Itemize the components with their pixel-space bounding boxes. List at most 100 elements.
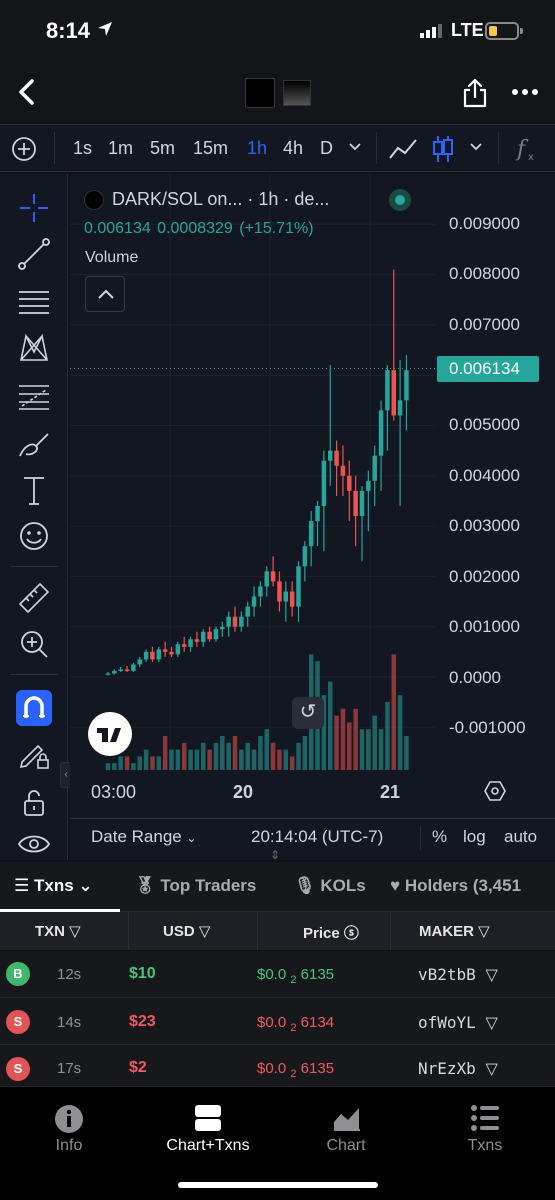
brush-tool-icon[interactable] bbox=[16, 426, 52, 462]
filter-icon[interactable]: ▽ bbox=[485, 1059, 498, 1078]
percent-scale-toggle[interactable]: % bbox=[432, 827, 448, 846]
txn-maker[interactable]: NrEzXb ▽ bbox=[418, 1059, 498, 1078]
share-icon[interactable] bbox=[462, 78, 488, 108]
candle-body bbox=[137, 659, 142, 665]
table-row[interactable] bbox=[0, 1045, 555, 1087]
volume-label[interactable]: Volume bbox=[85, 249, 139, 266]
volume-bar bbox=[366, 729, 371, 770]
log-scale-toggle[interactable]: log bbox=[463, 827, 486, 846]
txn-price: $0.0 2 6135 bbox=[257, 1060, 334, 1080]
maker-id[interactable]: ofWoYL bbox=[418, 1013, 476, 1032]
candle-body bbox=[131, 664, 136, 671]
y-tick: 0.007000 bbox=[449, 315, 520, 334]
volume-bar bbox=[112, 763, 117, 770]
filter-icon[interactable]: ▽ bbox=[198, 923, 211, 940]
emoji-tool-icon[interactable] bbox=[16, 518, 52, 554]
magnet-tool-icon[interactable] bbox=[16, 690, 52, 726]
filter-icon[interactable]: ▽ bbox=[485, 965, 498, 984]
lock-draw-tool-icon[interactable] bbox=[16, 736, 52, 772]
timeframe-1m[interactable]: 1m bbox=[108, 138, 134, 158]
maker-id[interactable]: NrEzXb bbox=[418, 1059, 476, 1078]
txn-maker[interactable]: vB2tbB ▽ bbox=[418, 965, 498, 984]
ruler-tool-icon[interactable] bbox=[16, 580, 52, 616]
filter-icon[interactable]: ▽ bbox=[69, 923, 81, 940]
timeframe-1s[interactable]: 1s bbox=[73, 138, 93, 158]
timeframe-1h[interactable]: 1h bbox=[247, 138, 268, 158]
token-avatar bbox=[84, 190, 104, 210]
zoom-in-tool-icon[interactable] bbox=[16, 626, 52, 662]
fib-tool-icon[interactable] bbox=[16, 284, 52, 320]
tab-holders[interactable]: ♥ Holders (3,451 bbox=[390, 876, 521, 896]
volume-bar bbox=[321, 695, 327, 770]
reset-chart-icon[interactable]: ↺ bbox=[292, 697, 324, 729]
more-icon[interactable] bbox=[512, 88, 538, 96]
tab-txns[interactable]: ☰ Txns ⌄ bbox=[14, 876, 93, 896]
info-icon[interactable] bbox=[54, 1104, 84, 1134]
chart-icon[interactable] bbox=[332, 1104, 362, 1132]
timeframe-15m[interactable]: 15m bbox=[193, 138, 229, 158]
market-status-icon[interactable] bbox=[389, 189, 411, 211]
nav-chart-txns[interactable]: Chart+Txns bbox=[166, 1137, 250, 1154]
price-chart[interactable] bbox=[70, 174, 555, 774]
candlestick-icon[interactable] bbox=[432, 134, 454, 164]
chart-clock[interactable]: 20:14:04 (UTC-7) bbox=[251, 827, 384, 846]
trend-line-tool-icon[interactable] bbox=[16, 236, 52, 272]
maker-id[interactable]: vB2tbB bbox=[418, 965, 476, 984]
nav-chart[interactable]: Chart bbox=[326, 1137, 366, 1154]
resize-handle-icon[interactable]: ⇕ bbox=[270, 848, 281, 862]
column-price[interactable]: Price ⓢ bbox=[303, 922, 359, 943]
table-row[interactable] bbox=[0, 951, 555, 998]
chart-type-chevron-down-icon[interactable] bbox=[469, 142, 483, 152]
candle-body bbox=[353, 490, 358, 517]
unlock-icon[interactable] bbox=[16, 784, 52, 820]
timeframe-chevron-down-icon[interactable] bbox=[348, 142, 362, 152]
crosshair-tool-icon[interactable] bbox=[16, 190, 52, 226]
text-tool-icon[interactable] bbox=[16, 472, 52, 508]
currency-toggle-icon[interactable]: ⓢ bbox=[343, 925, 359, 942]
add-indicator-icon[interactable] bbox=[10, 135, 38, 163]
chart-txns-icon[interactable] bbox=[194, 1104, 222, 1132]
auto-scale-toggle[interactable]: auto bbox=[504, 827, 538, 846]
date-range-button[interactable]: Date Range ⌄ bbox=[91, 827, 197, 847]
prediction-tool-icon[interactable] bbox=[16, 378, 52, 414]
chart-toolbar bbox=[0, 124, 555, 172]
column-txn[interactable]: TXN ▽ bbox=[35, 922, 81, 940]
tradingview-logo-icon[interactable] bbox=[88, 712, 132, 756]
txn-maker[interactable]: ofWoYL ▽ bbox=[418, 1013, 498, 1032]
drawing-toolbar bbox=[0, 174, 68, 860]
back-chevron-icon[interactable] bbox=[16, 78, 38, 106]
collapse-toolbar-button[interactable]: ‹ bbox=[60, 762, 72, 788]
pattern-tool-icon[interactable] bbox=[16, 330, 52, 366]
volume-bar bbox=[378, 729, 384, 770]
volume-bar bbox=[404, 736, 409, 770]
last-price-tag: 0.006134 bbox=[437, 356, 539, 382]
nav-info[interactable]: Info bbox=[55, 1137, 83, 1154]
visibility-eye-icon[interactable] bbox=[16, 826, 52, 862]
candle-body bbox=[334, 450, 339, 466]
y-tick: 0.002000 bbox=[449, 567, 520, 586]
filter-icon[interactable]: ▽ bbox=[478, 923, 490, 940]
volume-bar bbox=[175, 749, 181, 770]
timeframe-4h[interactable]: 4h bbox=[283, 138, 304, 158]
line-chart-icon[interactable] bbox=[388, 136, 418, 162]
candle-body bbox=[283, 591, 289, 602]
volume-bar bbox=[372, 715, 377, 770]
volume-bar bbox=[162, 736, 168, 770]
filter-icon[interactable]: ▽ bbox=[485, 1013, 498, 1032]
table-row[interactable] bbox=[0, 998, 555, 1045]
list-icon[interactable] bbox=[470, 1104, 500, 1132]
candle-body bbox=[150, 651, 155, 660]
tab-top-traders[interactable]: 🏅︎ Top Traders bbox=[134, 876, 256, 896]
timeframe-d[interactable]: D bbox=[320, 138, 333, 158]
legend-collapse-button[interactable] bbox=[85, 276, 125, 312]
tab-holders-label: Holders (3,451 bbox=[404, 876, 522, 895]
tab-kols[interactable]: 🎙︎ KOLs bbox=[294, 876, 366, 896]
column-usd[interactable]: USD ▽ bbox=[163, 922, 210, 940]
nav-txns[interactable]: Txns bbox=[467, 1137, 503, 1154]
timeframe-5m[interactable]: 5m bbox=[150, 138, 176, 158]
chart-settings-icon[interactable] bbox=[484, 780, 506, 802]
legend-title[interactable]: DARK/SOL on... · 1h · de... bbox=[112, 189, 330, 209]
column-maker[interactable]: MAKER ▽ bbox=[419, 922, 490, 940]
candle-body bbox=[277, 581, 282, 602]
